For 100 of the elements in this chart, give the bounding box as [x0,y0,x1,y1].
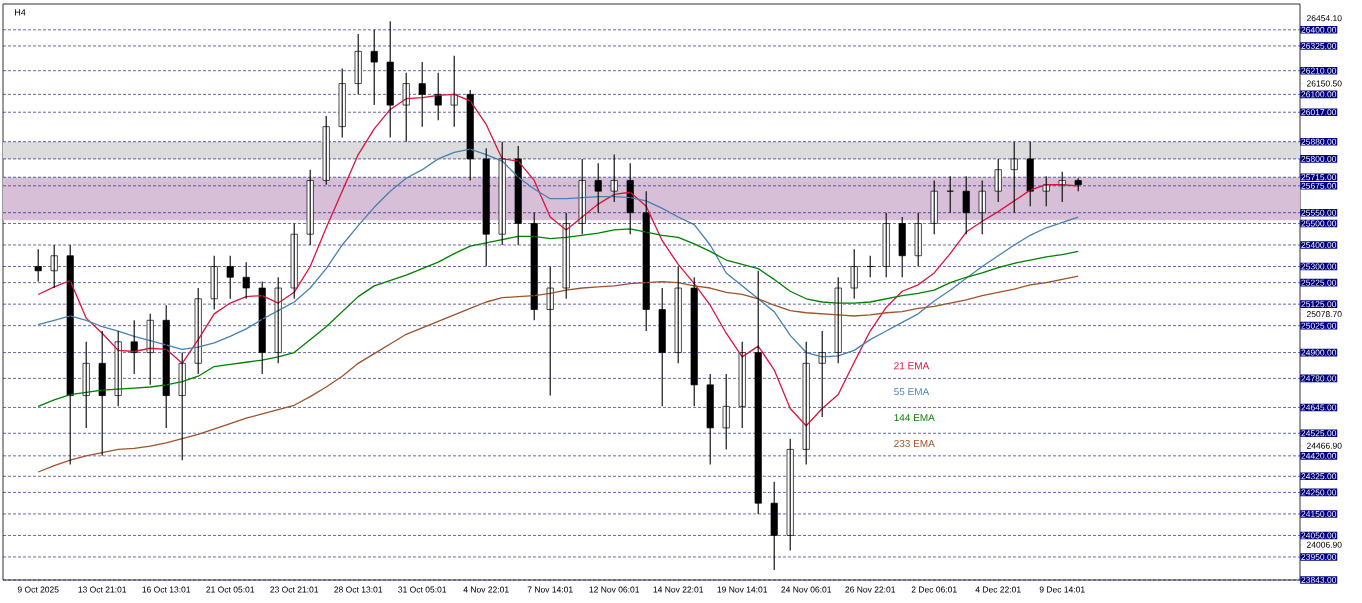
ref-line-label: 26325.00 [1301,42,1337,49]
y-tick-label: 26150.50 [1306,80,1342,87]
candlestick [354,33,362,95]
candlestick [498,141,506,246]
candlestick [546,265,554,397]
ref-line-label: 26210.00 [1301,67,1337,74]
x-tick-label: 12 Nov 06:01 [589,586,640,593]
candlestick [978,179,986,235]
x-tick-label: 9 Dec 14:01 [1039,586,1085,593]
ref-line-label: 25300.00 [1301,263,1337,270]
ref-line-label: 25025.00 [1301,322,1337,329]
candlestick [466,89,474,181]
y-tick-label: 24466.90 [1306,442,1342,449]
candlestick [994,158,1002,203]
candlestick [482,147,490,268]
candlestick [530,212,538,321]
candlestick [1026,141,1034,207]
ref-line-label: 25675.00 [1301,182,1337,189]
x-tick-label: 13 Oct 21:01 [78,586,127,593]
candlestick [786,438,794,552]
ref-line-label: 25800.00 [1301,155,1337,162]
candlestick [930,179,938,235]
candlestick [418,61,426,128]
ref-line-label: 25880.00 [1301,138,1337,145]
chart-title: H4 [15,9,26,16]
x-tick-label: 28 Oct 13:01 [334,586,383,593]
x-tick-label: 26 Nov 22:01 [845,586,896,593]
ref-line-label: 25400.00 [1301,241,1337,248]
x-tick-label: 4 Dec 22:01 [975,586,1021,593]
ref-line-label: 26100.00 [1301,91,1337,98]
candlestick [402,72,410,143]
ref-line-label: 24420.00 [1301,452,1337,459]
candlestick [834,276,842,364]
ref-line-label: 24525.00 [1301,430,1337,437]
ref-line-label: 23843.00 [1301,576,1337,583]
ref-line-label: 26400.00 [1301,26,1337,33]
candlestick [370,29,378,106]
ref-line-label: 25550.00 [1301,209,1337,216]
candlestick [338,67,346,138]
candlestick [322,115,330,186]
candlestick [578,158,586,235]
ref-line-label: 24900.00 [1301,349,1337,356]
ref-line-label: 24150.00 [1301,510,1337,517]
candlestick [162,304,170,429]
x-tick-label: 19 Nov 14:01 [717,586,768,593]
x-tick-label: 14 Nov 22:01 [653,586,704,593]
candlestick [1010,141,1018,214]
x-tick-label: 31 Oct 05:01 [398,586,447,593]
x-tick-label: 24 Nov 06:01 [781,586,832,593]
candlestick [1042,175,1050,207]
y-tick-label: 26454.10 [1306,15,1342,22]
candlestick [114,330,122,407]
ref-line-label: 24645.00 [1301,404,1337,411]
candlestick [962,175,970,235]
candlestick [898,216,906,278]
candlestick [802,341,810,465]
candlestick [738,341,746,429]
candlestick [754,270,762,515]
candlestick [82,341,90,429]
candlestick [98,330,106,457]
y-tick-label: 25078.70 [1306,311,1342,318]
ref-line-label: 24780.00 [1301,375,1337,382]
x-tick-label: 9 Oct 2025 [17,586,59,593]
candlestick [690,276,698,407]
x-tick-label: 16 Oct 13:01 [142,586,191,593]
candlestick [434,72,442,121]
candlestick [562,212,570,300]
candlestick [610,154,618,203]
candlestick [210,255,218,311]
candlestick [258,281,266,375]
candlestick [34,248,42,283]
ref-line-label: 25715.00 [1301,174,1337,181]
candlestick [290,222,298,300]
candlestick [274,276,282,364]
candlestick [706,373,714,465]
ref-line-label: 25125.00 [1301,301,1337,308]
candlestick [914,212,922,268]
text: 144 EMA [894,414,935,422]
candlestick [626,162,634,235]
x-tick-label: 4 Nov 22:01 [463,586,509,593]
candlestick [194,287,202,375]
ref-line-label: 24325.00 [1301,473,1337,480]
candlestick [642,190,650,332]
ref-line-label: 24050.00 [1301,532,1337,539]
candlestick [770,481,778,571]
text: 55 EMA [894,388,930,396]
ref-line-label: 25225.00 [1301,279,1337,286]
candlestick [242,261,250,300]
candlestick [66,244,74,465]
candlestick [594,162,602,214]
ref-line-label: 23950.00 [1301,553,1337,560]
text: 21 EMA [894,362,930,370]
x-tick-label: 7 Nov 14:01 [527,586,573,593]
candlestick [1074,177,1082,192]
candlestick [146,313,154,386]
candlestick [658,287,666,407]
ref-line-label: 25500.00 [1301,220,1337,227]
ref-line-label: 26017.00 [1301,109,1337,116]
candlestick [882,212,890,278]
y-tick-label: 24006.90 [1306,541,1342,548]
